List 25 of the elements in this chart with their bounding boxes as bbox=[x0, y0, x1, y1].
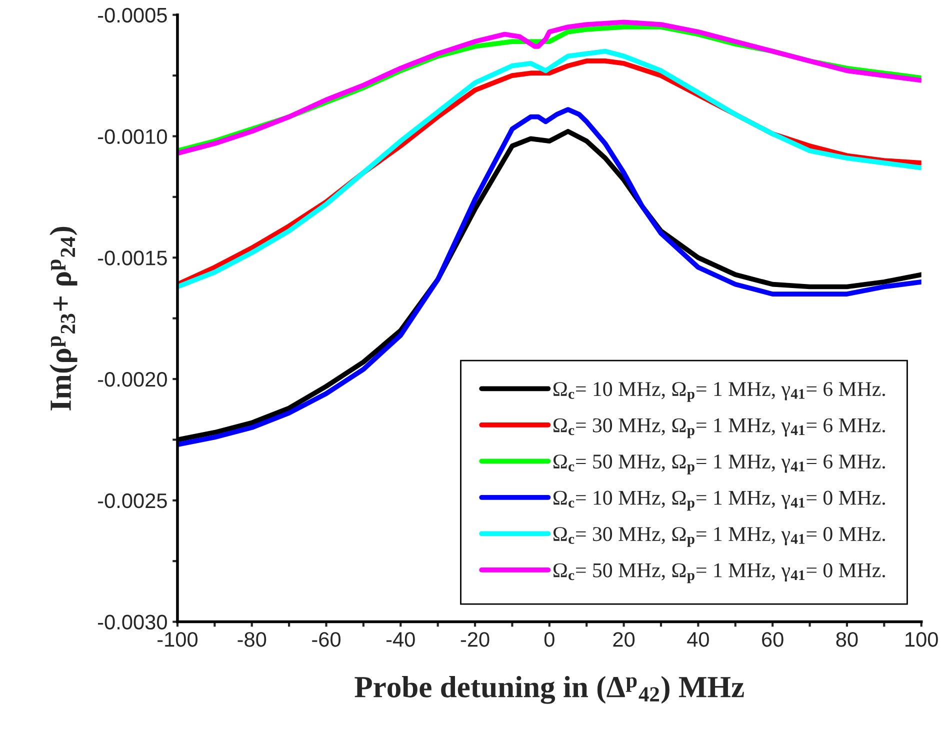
legend-label: Ω$_{c}$= 50 MHz, Ω$_{p}$= 1 MHz, γ$_{41}$= 0 MHz. bbox=[553, 563, 885, 584]
x-tick-label: 100 bbox=[906, 632, 938, 647]
y-tick-label: -0.0010 bbox=[98, 129, 167, 144]
x-tick-label: -80 bbox=[238, 632, 266, 647]
x-tick-label: -20 bbox=[460, 632, 490, 647]
x-tick-label: 60 bbox=[762, 632, 784, 647]
y-tick-label: -0.0005 bbox=[98, 8, 167, 23]
x-tick-label: 20 bbox=[613, 632, 635, 647]
y-tick-label: -0.0025 bbox=[98, 493, 167, 508]
legend-label: Ω$_{c}$= 10 MHz, Ω$_{p}$= 1 MHz, γ$_{41}$= 0 MHz. bbox=[553, 490, 885, 511]
y-tick-label: -0.0015 bbox=[98, 250, 167, 266]
x-tick-label: -100 bbox=[158, 632, 198, 647]
x-tick-label: -60 bbox=[312, 632, 340, 647]
y-tick-label: -0.0020 bbox=[98, 372, 167, 387]
legend-label: Ω$_{c}$= 50 MHz, Ω$_{p}$= 1 MHz, γ$_{41}$= 6 MHz. bbox=[553, 454, 885, 474]
x-axis-title: Probe detuning in (Δ$^{p}$$_{42}$) MHz bbox=[354, 676, 744, 704]
x-tick-label: 0 bbox=[544, 632, 554, 647]
legend-label: Ω$_{c}$= 10 MHz, Ω$_{p}$= 1 MHz, γ$_{41}$= 6 MHz. bbox=[553, 382, 885, 402]
x-tick-label: 40 bbox=[687, 632, 709, 647]
legend-label: Ω$_{c}$= 30 MHz, Ω$_{p}$= 1 MHz, γ$_{41}$= 6 MHz. bbox=[553, 418, 885, 438]
x-tick-label: 80 bbox=[836, 632, 858, 647]
legend-label: Ω$_{c}$= 30 MHz, Ω$_{p}$= 1 MHz, γ$_{41}$= 0 MHz. bbox=[553, 527, 885, 547]
y-tick-label: -0.0030 bbox=[98, 614, 167, 630]
x-tick-label: -40 bbox=[386, 632, 415, 647]
y-axis-title: Im(ρ$^{p}$$_{23}$+ ρ$^{p}$$_{24}$) bbox=[50, 226, 78, 410]
